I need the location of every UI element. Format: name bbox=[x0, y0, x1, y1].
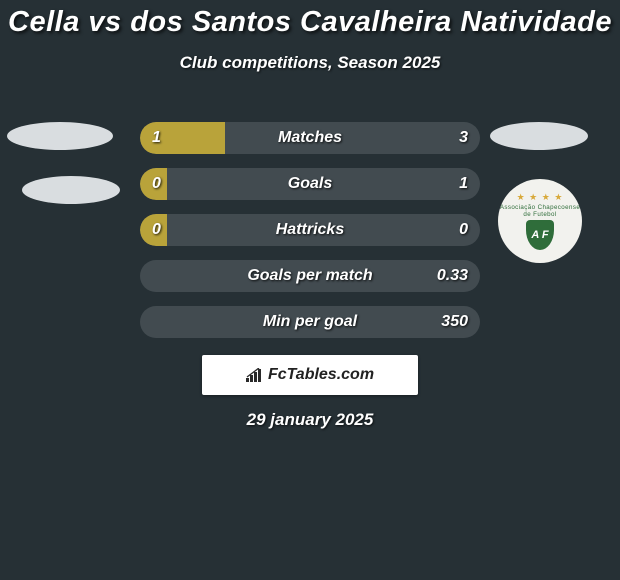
stat-value-right: 0.33 bbox=[437, 260, 468, 292]
stat-row: Goals per match0.33 bbox=[140, 260, 480, 292]
stat-row: Goals0 1 bbox=[140, 168, 480, 200]
team-placeholder-oval bbox=[490, 122, 588, 150]
team-crest: ★ ★ ★ ★Associação Chapecoense de Futebol… bbox=[498, 179, 582, 263]
stat-value-left: 0 bbox=[152, 214, 161, 246]
stat-value-right: 0 bbox=[459, 214, 468, 246]
stat-label: Goals per match bbox=[140, 260, 480, 292]
crest-ring-text: Associação Chapecoense de Futebol bbox=[498, 204, 582, 218]
stat-value-left: 1 bbox=[152, 122, 161, 154]
page-subtitle: Club competitions, Season 2025 bbox=[0, 53, 620, 73]
stat-row: Hattricks0 0 bbox=[140, 214, 480, 246]
stat-value-right: 3 bbox=[459, 122, 468, 154]
stat-row: Matches1 3 bbox=[140, 122, 480, 154]
bars-icon bbox=[246, 368, 264, 382]
snapshot-date: 29 january 2025 bbox=[0, 410, 620, 430]
stats-column: Matches13Goals01Hattricks00Goals per mat… bbox=[140, 122, 480, 352]
stat-label: Hattricks bbox=[140, 214, 480, 246]
stat-value-right: 1 bbox=[459, 168, 468, 200]
stat-label: Min per goal bbox=[140, 306, 480, 338]
crest-shield: A F bbox=[526, 220, 554, 250]
stat-value-left: 0 bbox=[152, 168, 161, 200]
team-placeholder-oval bbox=[7, 122, 113, 150]
comparison-infographic: Cella vs dos Santos Cavalheira Natividad… bbox=[0, 0, 620, 580]
source-logo-text: FcTables.com bbox=[268, 366, 374, 384]
source-logo: FcTables.com bbox=[202, 355, 418, 395]
crest-stars: ★ ★ ★ ★ bbox=[498, 192, 582, 203]
stat-value-right: 350 bbox=[441, 306, 468, 338]
team-placeholder-oval bbox=[22, 176, 120, 204]
stat-label: Goals bbox=[140, 168, 480, 200]
stat-label: Matches bbox=[140, 122, 480, 154]
page-title: Cella vs dos Santos Cavalheira Natividad… bbox=[0, 0, 620, 39]
stat-row: Min per goal350 bbox=[140, 306, 480, 338]
